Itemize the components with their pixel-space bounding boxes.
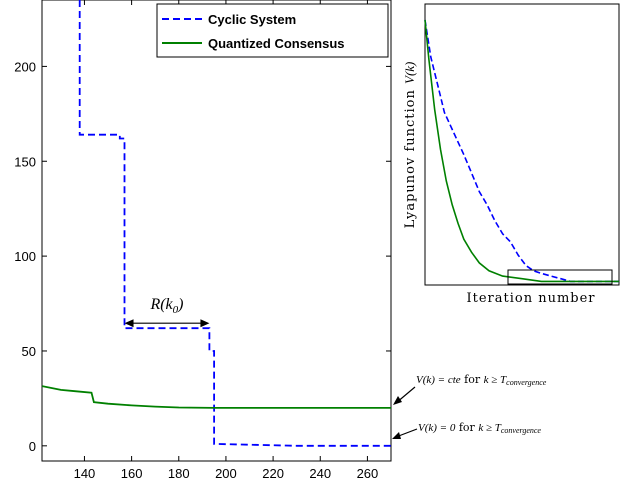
zero-annotation: V(k) = 0 for k ≥ Tconvergence — [392, 421, 541, 439]
main-series — [42, 0, 391, 447]
inset-ylabel-var: V(k) — [402, 62, 417, 84]
main-ticks: 140 160 180 200 220 240 260 0 50 100 150 200 — [14, 0, 391, 481]
x-tick-label: 140 — [74, 466, 96, 481]
cte-label: V(k) = cte for k ≥ Tconvergence — [416, 373, 547, 387]
x-tick-label: 200 — [215, 466, 237, 481]
cte-label-sub: convergence — [506, 378, 547, 387]
x-tick-label: 260 — [357, 466, 379, 481]
inset-ylabel-prefix: Lyapunov function — [403, 84, 418, 228]
cte-annotation: V(k) = cte for k ≥ Tconvergence — [393, 373, 547, 405]
y-tick-label: 100 — [14, 249, 36, 264]
zero-label: V(k) = 0 for k ≥ Tconvergence — [418, 421, 541, 435]
zero-label-sub: convergence — [501, 426, 542, 435]
zero-label-part1: V(k) = 0 — [418, 422, 456, 434]
cte-arrowhead — [393, 396, 402, 405]
zero-arrowhead — [392, 432, 401, 439]
x-tick-label: 240 — [309, 466, 331, 481]
inset-plot-frame — [424, 3, 620, 286]
inset-series — [424, 19, 619, 283]
legend-label-quantized: Quantized Consensus — [208, 36, 345, 51]
main-plot-frame — [41, 0, 392, 462]
inset-xlabel: Iteration number — [466, 291, 595, 306]
legend-label-cyclic: Cyclic System — [208, 12, 296, 27]
inset-ylabel: Lyapunov function V(k) — [402, 62, 418, 229]
legend-box — [156, 3, 389, 58]
cte-label-part2: for — [461, 373, 484, 386]
y-tick-label: 50 — [22, 344, 36, 359]
x-tick-label: 220 — [262, 466, 284, 481]
x-tick-label: 180 — [168, 466, 190, 481]
cte-label-part3: k ≥ T — [484, 374, 507, 386]
y-tick-label: 0 — [29, 439, 36, 454]
cte-label-part1: V(k) = cte — [416, 374, 461, 386]
series-line-quantized — [42, 385, 391, 409]
series-line-cyclic — [78, 0, 391, 447]
inset-series-line-quantized — [424, 19, 619, 283]
interval-label-sub: 0 — [173, 304, 179, 316]
zero-label-part2: for — [455, 421, 478, 434]
y-tick-label: 200 — [14, 59, 36, 74]
interval-label: R(k0) — [149, 296, 183, 316]
interval-label-close: ) — [177, 296, 183, 313]
interval-arrowhead-left — [124, 319, 134, 328]
legend: Cyclic System Quantized Consensus — [156, 3, 389, 58]
interval-annotation: R(k0) — [124, 296, 210, 328]
y-tick-label: 150 — [14, 154, 36, 169]
interval-arrowhead-right — [200, 319, 210, 328]
x-tick-label: 160 — [121, 466, 143, 481]
inset-series-line-cyclic — [424, 19, 619, 283]
zero-label-part3: k ≥ T — [478, 422, 501, 434]
inset-highlight-box — [507, 269, 613, 285]
interval-label-main: R(k — [149, 296, 173, 313]
